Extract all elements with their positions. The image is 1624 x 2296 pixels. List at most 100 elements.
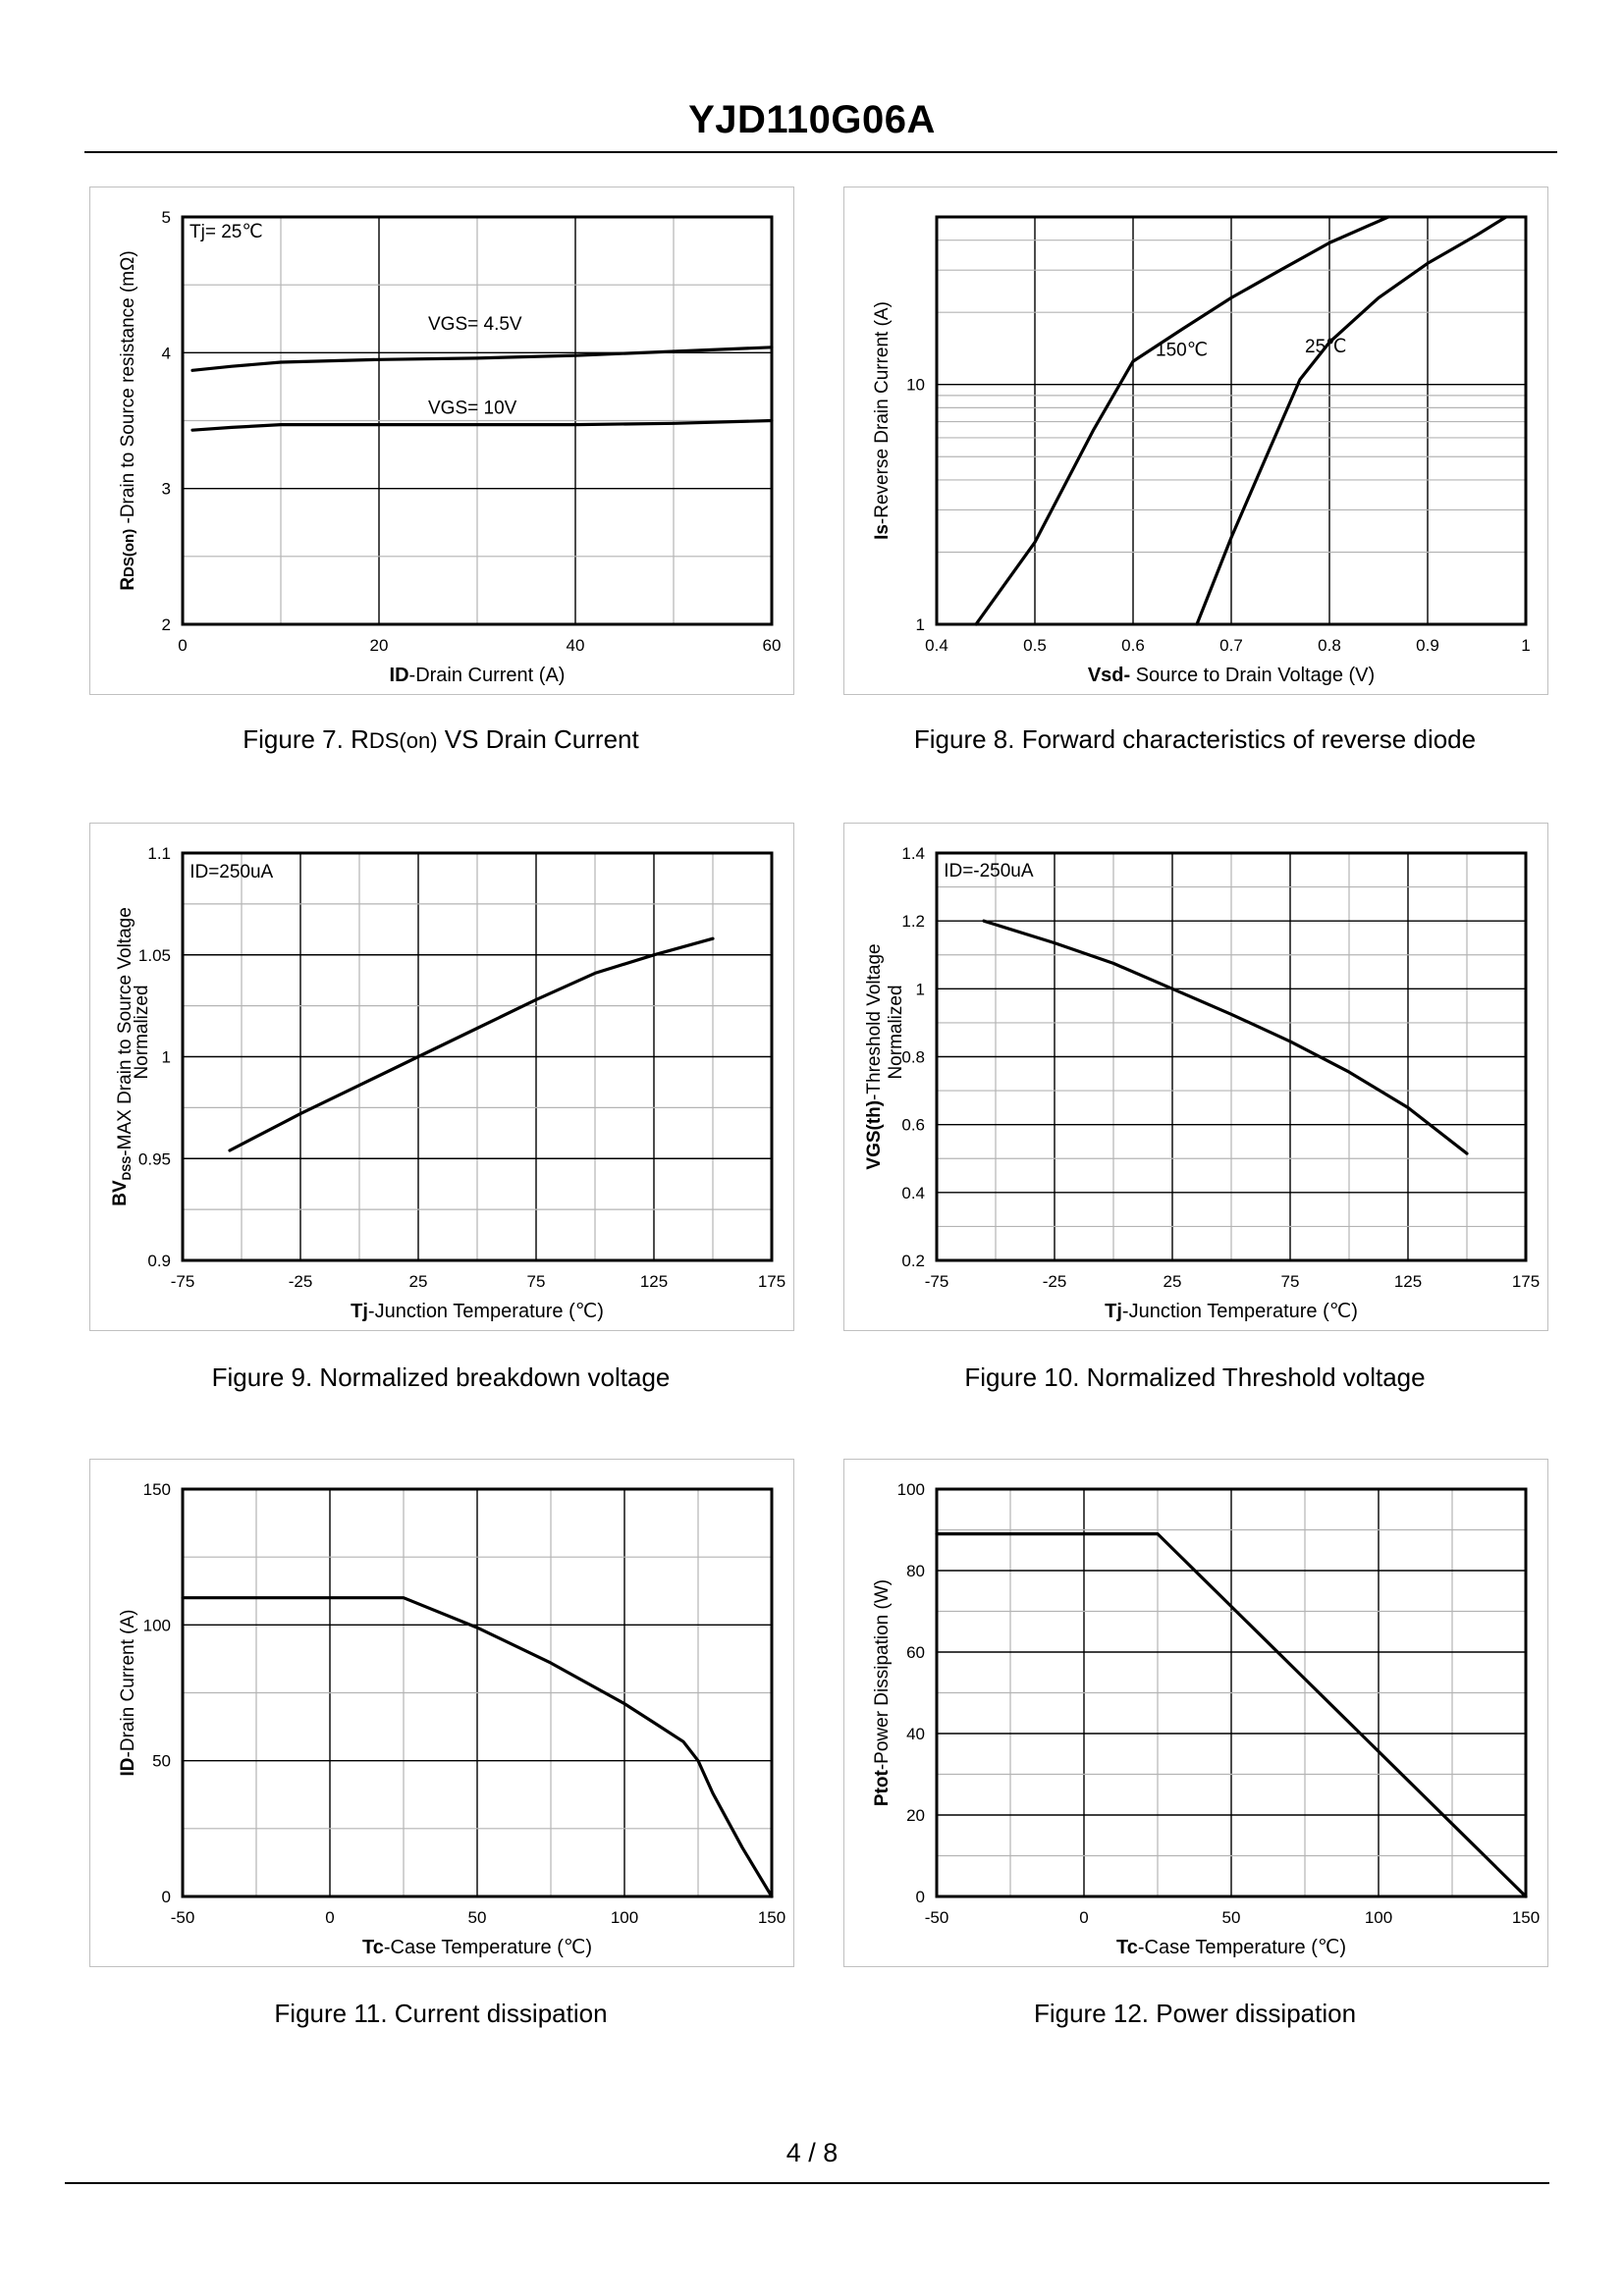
x-tick-label: 0.8 (1318, 636, 1341, 655)
plot-frame (181, 851, 774, 1262)
x-tick-label: -75 (171, 1272, 195, 1291)
x-tick-label: -25 (1043, 1272, 1067, 1291)
x-axis-label: Tc-Case Temperature (℃) (362, 1937, 592, 1958)
y-tick-label: 1.2 (901, 912, 925, 931)
x-tick-label: 125 (1394, 1272, 1422, 1291)
figure-9-caption: Figure 9. Normalized breakdown voltage (211, 1362, 671, 1392)
x-tick-label: 25 (409, 1272, 428, 1291)
x-tick-label: 175 (758, 1272, 785, 1291)
x-tick-label: 50 (1222, 1908, 1241, 1927)
x-tick-label: 60 (763, 636, 782, 655)
x-tick-label: 0.4 (925, 636, 948, 655)
y-tick-label: 0.9 (147, 1252, 171, 1270)
y-axis-label: BVDSS-MAX Drain to Source Voltage (110, 907, 135, 1206)
y-tick-label: 1 (916, 980, 925, 998)
y-tick-label: 4 (162, 344, 171, 362)
annotation-label: ID=250uA (189, 862, 273, 882)
y-tick-label: 5 (162, 208, 171, 227)
y-axis-label: Is-Reverse Drain Current (A) (872, 301, 893, 540)
y-tick-label: 150 (143, 1480, 171, 1499)
y-tick-label: 0.6 (901, 1116, 925, 1135)
y-axis-label: ID-Drain Current (A) (118, 1610, 138, 1777)
y-tick-label: 1.1 (147, 844, 171, 863)
series-line-2 (1195, 215, 1508, 626)
x-tick-label: -25 (289, 1272, 313, 1291)
x-tick-label: 0.7 (1219, 636, 1243, 655)
x-tick-label: -75 (925, 1272, 949, 1291)
y-axis-label-normalized: Normalized (132, 985, 152, 1079)
x-axis-label: ID-Drain Current (A) (390, 665, 566, 686)
y-tick-label: 0.4 (901, 1184, 925, 1202)
y-tick-label: 40 (906, 1725, 925, 1743)
x-tick-label: 0 (178, 636, 187, 655)
series-line-1 (935, 1532, 1528, 1898)
y-tick-label: 100 (143, 1616, 171, 1634)
series-line-1 (228, 936, 715, 1152)
x-tick-label: 25 (1164, 1272, 1182, 1291)
series-line-1 (181, 1596, 774, 1898)
x-tick-label: 0 (1079, 1908, 1088, 1927)
y-tick-label: 10 (906, 376, 925, 395)
figure-8-panel: 0.4 0.5 0.6 0.7 0.8 0.9 1 1 10 Vsd- Source to Dra… (843, 187, 1548, 695)
y-tick-label: 1 (916, 615, 925, 634)
x-tick-label: 0.9 (1416, 636, 1439, 655)
x-tick-label: 125 (640, 1272, 668, 1291)
y-tick-label: 20 (906, 1806, 925, 1825)
plot-frame (181, 1487, 774, 1898)
y-tick-label: 1.05 (138, 946, 171, 965)
figure-10-caption: Figure 10. Normalized Threshold voltage (964, 1362, 1426, 1392)
annotation-label: Tj= 25℃ (189, 222, 263, 242)
x-tick-label: 0.5 (1023, 636, 1047, 655)
y-tick-label: 3 (162, 480, 171, 499)
x-tick-label: 1 (1521, 636, 1530, 655)
series-line-1 (190, 346, 774, 372)
figure-10-chart: -75 -25 25 75 125 175 0.2 0.4 0.6 0.8 1 1.2 1.4 Tj-Ju… (864, 844, 1540, 1322)
x-tick-label: 40 (567, 636, 585, 655)
y-tick-label: 0.8 (901, 1048, 925, 1067)
y-axis-label: RDS(on) -Drain to Source resistance (mΩ) (118, 250, 138, 590)
x-tick-label: 75 (527, 1272, 546, 1291)
x-axis-label: Tc-Case Temperature (℃) (1116, 1937, 1346, 1958)
figure-11-panel: -50 0 50 100 150 0 50 100 150 Tc-Case Temperature… (89, 1459, 794, 1967)
x-tick-label: -50 (171, 1908, 195, 1927)
figure-7-panel: 0 20 40 60 2 3 4 5 ID-Drain Current (A) RDS(on) -… (89, 187, 794, 695)
x-tick-label: 100 (1365, 1908, 1392, 1927)
x-tick-label: 175 (1512, 1272, 1540, 1291)
series-line-1 (974, 215, 1390, 626)
plot-frame (935, 1487, 1528, 1898)
x-tick-label: 75 (1281, 1272, 1300, 1291)
figure-8-caption: Figure 8. Forward characteristics of rev… (913, 724, 1477, 754)
x-tick-label: 150 (1512, 1908, 1540, 1927)
y-tick-label: 0 (162, 1888, 171, 1906)
page-title: YJD110G06A (688, 98, 936, 141)
figure-9-chart: -75 -25 25 75 125 175 0.9 0.95 1 1.05 1.1 Tj-Juncti… (110, 844, 785, 1322)
x-tick-label: 20 (370, 636, 389, 655)
y-tick-label: 0.95 (138, 1149, 171, 1168)
figure-8-chart: 0.4 0.5 0.6 0.7 0.8 0.9 1 1 10 Vsd- Source to Dra… (872, 215, 1531, 686)
y-tick-label: 50 (152, 1752, 171, 1771)
x-tick-label: 0.6 (1121, 636, 1145, 655)
y-tick-label: 0 (916, 1888, 925, 1906)
figure-7-caption: Figure 7. RDS(on) VS Drain Current (243, 724, 639, 754)
footer-divider (65, 2182, 1549, 2184)
y-tick-label: 1 (162, 1048, 171, 1067)
y-axis-label: VGS(th)-Threshold Voltage (864, 943, 885, 1169)
x-axis-label: Tj-Junction Temperature (℃) (1105, 1301, 1358, 1322)
y-tick-label: 100 (897, 1480, 925, 1499)
y-tick-label: 2 (162, 615, 171, 634)
x-axis-label: Vsd- Source to Drain Voltage (V) (1088, 665, 1375, 686)
title-divider (84, 151, 1557, 153)
series-line-1 (982, 919, 1469, 1155)
figure-12-caption: Figure 12. Power dissipation (1033, 1999, 1357, 2028)
y-tick-label: 0.2 (901, 1252, 925, 1270)
annotation-label: VGS= 4.5V (428, 314, 522, 335)
y-tick-label: 80 (906, 1562, 925, 1580)
figure-9-panel: -75 -25 25 75 125 175 0.9 0.95 1 1.05 1.1 Tj-Juncti… (89, 823, 794, 1331)
plot-frame (935, 215, 1528, 626)
annotation-label: ID=-250uA (944, 861, 1034, 881)
figure-12-panel: -50 0 50 100 150 0 20 40 60 80 100 Tc-Case Temperat… (843, 1459, 1548, 1967)
x-tick-label: 50 (468, 1908, 487, 1927)
y-axis-label: Ptot-Power Dissipation (W) (872, 1579, 893, 1806)
series-line-2 (190, 418, 774, 432)
